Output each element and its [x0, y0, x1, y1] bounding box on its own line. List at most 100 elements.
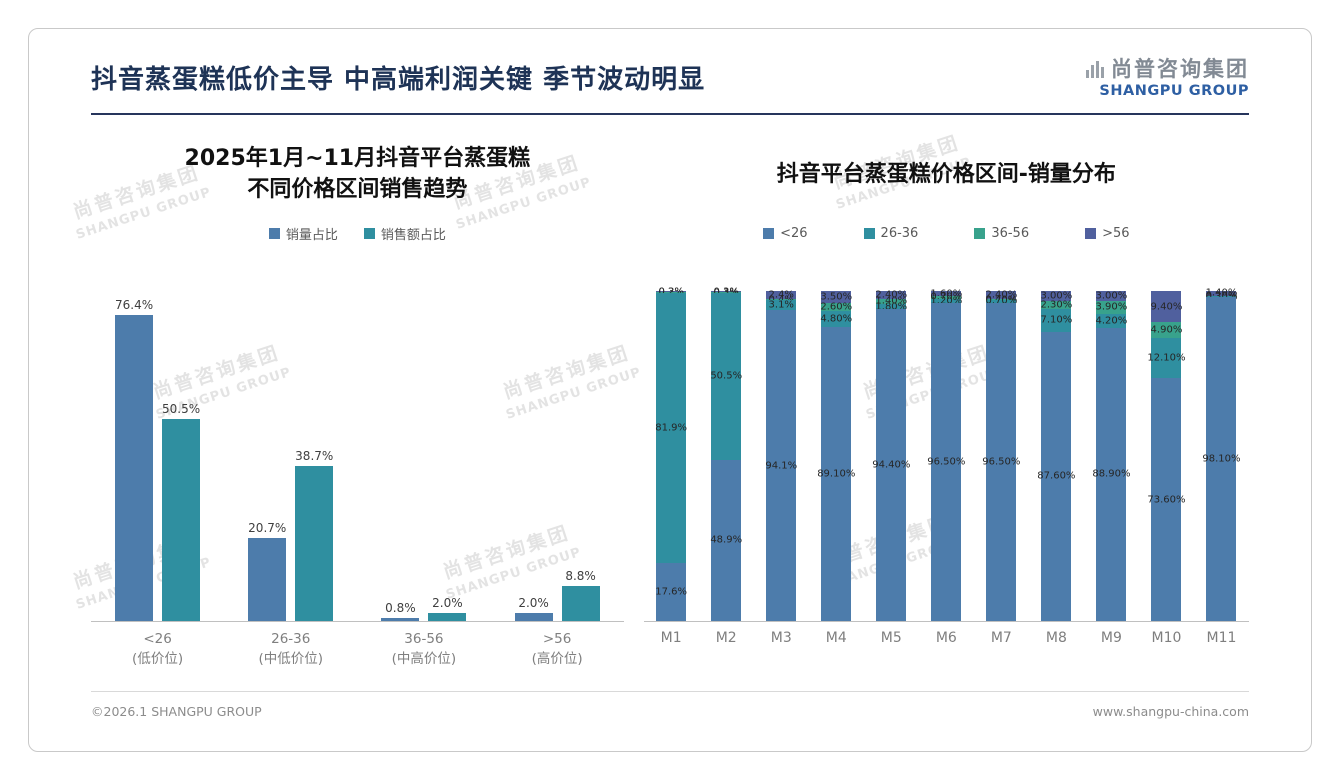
legend-label: 销量占比	[285, 227, 338, 243]
legend-swatch	[1085, 227, 1097, 239]
segment-value-label: 4.80%	[820, 313, 853, 325]
segment-value-label: 17.6%	[655, 586, 688, 598]
segment-26-36: 7.10%	[1040, 308, 1072, 332]
segment-26-36: 1.80%	[875, 301, 907, 312]
legend-swatch	[268, 227, 280, 239]
segment-value-label: 0.20%	[1206, 290, 1238, 301]
legend-item: 36-56	[974, 226, 1029, 241]
segment-value-label: 9.40%	[1150, 301, 1183, 313]
segment-36-56: 2.60%	[820, 301, 852, 312]
category-name: <26	[143, 631, 172, 647]
segment-value-label: 0.4%	[769, 294, 794, 305]
segment-value-label: 1.40%	[875, 295, 908, 307]
segment->56: 1.40%	[1206, 288, 1238, 299]
stacked-bar-M8: 3.00% 2.30% 7.10% 87.60%	[1037, 290, 1075, 621]
category-label: <26 (低价位)	[91, 630, 224, 669]
segment-<26: 98.10%	[1202, 297, 1241, 621]
segment-value-label: 0.3%	[658, 286, 683, 297]
segment-value-label: 0.2%	[658, 287, 683, 298]
segment-value-label: 94.40%	[872, 459, 911, 471]
segment-value-label: 96.50%	[927, 456, 966, 468]
month-label: M1	[660, 630, 682, 646]
right-chart-categories: M1 M2 M3 M4 M5 M6 M7 M8 M9 M10 M11	[644, 630, 1249, 646]
month-label: M2	[715, 630, 737, 646]
category-label: >56 (高价位)	[491, 630, 624, 669]
slide: 尚普咨询集团 SHANGPU GROUP 尚普咨询集团 SHANGPU GROUP 尚普…	[28, 28, 1312, 752]
footer: ©2026.1 SHANGPU GROUP www.shangpu-china.…	[91, 691, 1249, 719]
segment-value-label: 2.4%	[768, 289, 794, 301]
segment->56: 2.40%	[875, 289, 907, 300]
stacked-bar-M5: 2.40% 1.40% 1.80% 94.40%	[872, 289, 910, 621]
segment-value-label: 98.10%	[1202, 453, 1241, 465]
legend-item: 销量占比	[268, 224, 338, 243]
stacked-bar-M1: 0.3%0.2% 81.9% 17.6%	[655, 286, 688, 621]
segment-<26: 48.9%	[710, 459, 743, 621]
month-label: M10	[1151, 630, 1182, 646]
segment-36-56: 0.70%	[930, 292, 962, 303]
right-chart-legend: <26 26-36 36-56 >56	[644, 223, 1249, 243]
segment-value-label: 1.60%	[930, 288, 963, 300]
segment-value-label: 3.00%	[1095, 290, 1128, 302]
left-chart-title-line2: 不同价格区间销售趋势	[247, 177, 468, 202]
segment-<26: 17.6%	[655, 562, 688, 621]
logo-text-en: SHANGPU GROUP	[1099, 83, 1249, 99]
segment-36-56: 0.40%	[985, 294, 1017, 305]
month-label: M4	[825, 630, 847, 646]
segment-value-label: 81.9%	[655, 422, 688, 434]
bar-销售额占比: 38.7%	[295, 449, 333, 621]
legend-label: <26	[780, 225, 808, 241]
bar-group: 76.4% 50.5%	[91, 298, 224, 621]
left-chart-legend: 销量占比 销售额占比	[91, 223, 624, 243]
segment-value-label: 94.1%	[765, 460, 798, 472]
segment-value-label: 50.5%	[710, 370, 743, 382]
stacked-bar-M7: 2.40%0.40%0.70% 96.50%	[982, 289, 1020, 621]
segment-value-label: 3.90%	[1095, 301, 1128, 313]
bar-销量占比: 0.8%	[381, 601, 420, 621]
bar-销售额占比: 50.5%	[162, 402, 200, 621]
segment->56: 3.50%	[820, 291, 852, 303]
month-label: M9	[1100, 630, 1122, 646]
legend-label: 36-56	[991, 225, 1030, 241]
segment-value-label: 1.20%	[930, 295, 963, 307]
segment->56: 1.60%	[930, 288, 963, 300]
segment-value-label: 0.3%	[714, 287, 739, 298]
category-subname: (低价位)	[132, 650, 184, 667]
segment-value-label: 0.70%	[985, 295, 1018, 307]
segment-26-36: 1.20%	[930, 295, 962, 306]
category-subname: (中低价位)	[258, 650, 324, 667]
segment-value-label: 0.70%	[930, 291, 963, 303]
footer-url: www.shangpu-china.com	[1092, 704, 1249, 719]
bar-value-label: 20.7%	[248, 521, 287, 536]
month-label: M7	[990, 630, 1012, 646]
segment->56: 3.00%	[1040, 290, 1072, 301]
stacked-bar-M6: 1.60% 0.70% 1.20% 96.50%	[927, 288, 965, 621]
segment-value-label: 48.9%	[710, 534, 743, 546]
month-label: M6	[935, 630, 957, 646]
segment-36-56: 0.3%	[711, 287, 742, 298]
segment-value-label: 2.40%	[985, 289, 1018, 301]
stacked-bar-M2: 0.3%0.3%50.5%48.9%	[710, 286, 743, 621]
left-chart-plot: 76.4% 50.5% 20.7% 38.7% 0.8% 2.0% 2.0% 8.8% <26 (…	[91, 289, 624, 669]
legend-swatch	[363, 227, 375, 239]
content: 2025年1月~11月抖音平台蒸蛋糕 不同价格区间销售趋势 销量占比 销售额占比 …	[91, 121, 1249, 669]
segment-26-36: 4.80%	[820, 311, 853, 327]
category-name: 36-56	[404, 631, 444, 647]
segment-value-label: 4.20%	[1095, 315, 1128, 327]
stacked-bar-M11: 1.40%0.20%0.30% 98.10%	[1202, 288, 1241, 621]
logo-text-cn: 尚普咨询集团	[1111, 57, 1249, 81]
bar-value-label: 2.0%	[518, 596, 549, 610]
stacked-bar-M4: 3.50% 2.60% 4.80% 89.10%	[817, 291, 855, 621]
header: 抖音蒸蛋糕低价主导 中高端利润关键 季节波动明显 尚普咨询集团 SHANGPU …	[91, 59, 1249, 100]
legend-swatch	[974, 227, 986, 239]
bar-销量占比: 2.0%	[514, 596, 553, 621]
segment-value-label: 0.30%	[1206, 291, 1238, 302]
segment-26-36: 81.9%	[655, 292, 688, 563]
logo: 尚普咨询集团 SHANGPU GROUP	[1086, 59, 1249, 99]
bar-group: 2.0% 8.8%	[491, 569, 624, 621]
segment-26-36: 4.20%	[1095, 313, 1128, 328]
segment->56: 2.4%	[766, 289, 797, 301]
left-chart-title-line1: 2025年1月~11月抖音平台蒸蛋糕	[184, 146, 531, 172]
category-label: 36-56 (中高价位)	[357, 630, 490, 669]
category-label: 26-36 (中低价位)	[224, 630, 357, 669]
